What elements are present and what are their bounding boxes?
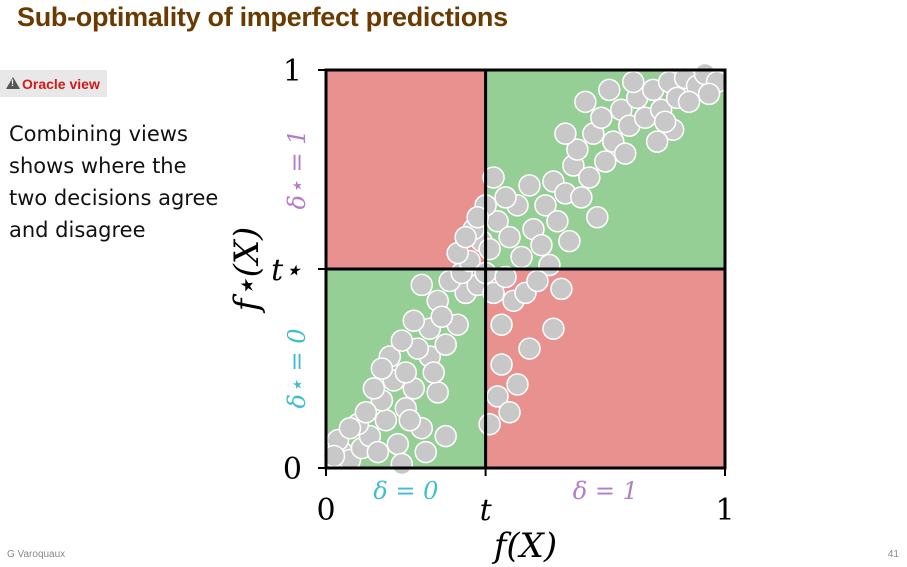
data-point [498, 401, 521, 424]
data-point [546, 209, 569, 233]
x-tick-label: 0 [316, 493, 335, 528]
quadrant-regions [326, 70, 725, 468]
data-point [402, 309, 426, 332]
data-point [414, 440, 437, 464]
slide-title: Sub-optimality of imperfect predictions [17, 2, 508, 32]
data-point [410, 273, 434, 297]
x-tick-label: t [480, 493, 493, 528]
x-tick-label: 1 [715, 493, 734, 528]
oracle-view-label: Oracle view [22, 75, 100, 92]
y-tick-label: 0 [283, 452, 302, 487]
data-point [653, 110, 677, 133]
data-point [354, 401, 378, 424]
data-point [466, 206, 489, 229]
data-point [422, 361, 445, 384]
data-point [518, 174, 541, 197]
data-point [530, 233, 553, 257]
plot-frame [318, 68, 727, 476]
data-point [518, 337, 541, 360]
chart-labels: 0 t 1 0 t⋆ 1 f(X) f⋆(X) δ = 0 δ = 1 δ⋆ = 1 δ⋆ = 0 [227, 54, 735, 566]
data-point [510, 245, 533, 269]
data-point [398, 408, 422, 432]
data-point [598, 78, 621, 102]
warning-icon [6, 76, 20, 89]
delta-star-one-label: δ⋆ = 1 [283, 129, 311, 209]
data-point [578, 166, 601, 189]
data-point [478, 237, 501, 261]
data-point [542, 317, 565, 340]
data-point [390, 452, 414, 476]
data-point [494, 186, 517, 209]
data-point [394, 361, 418, 384]
data-point [390, 329, 414, 352]
data-point [570, 186, 593, 209]
data-point [490, 353, 513, 376]
oracle-view-badge: Oracle view [0, 70, 107, 97]
data-points [322, 62, 729, 476]
data-point [574, 90, 597, 114]
data-point [434, 333, 457, 356]
data-point [586, 206, 609, 229]
data-point [614, 142, 637, 165]
data-point [621, 70, 645, 94]
data-point [434, 424, 457, 448]
data-point [482, 166, 505, 189]
data-point [566, 138, 589, 161]
data-point [558, 229, 581, 253]
data-point [534, 194, 557, 217]
delta-zero-label: δ = 0 [373, 477, 438, 505]
data-point [366, 440, 390, 464]
data-point [426, 381, 449, 404]
data-point [506, 373, 529, 396]
data-point [697, 82, 721, 106]
data-point [550, 277, 573, 301]
author-footer: G Varoquaux [7, 549, 66, 560]
data-point [526, 269, 549, 293]
data-point [494, 265, 517, 289]
slide-caption: Combining views shows where the two deci… [9, 122, 219, 242]
x-axis-label: f(X) [491, 526, 557, 566]
data-point [338, 416, 362, 440]
data-point [594, 150, 617, 173]
data-point [386, 432, 410, 456]
data-point [478, 412, 501, 436]
y-tick-label: 1 [283, 54, 302, 89]
delta-one-label: δ = 1 [573, 477, 638, 505]
page-number: 41 [887, 549, 899, 560]
data-point [362, 377, 386, 400]
data-point [498, 225, 521, 249]
data-point [370, 357, 394, 380]
data-point [454, 225, 477, 249]
data-point [554, 122, 577, 145]
data-point [430, 305, 453, 329]
data-point [374, 408, 398, 432]
delta-star-zero-label: δ⋆ = 0 [283, 328, 311, 408]
y-tick-label: t⋆ [271, 253, 302, 288]
y-axis-label: f⋆(X) [227, 227, 267, 315]
data-point [482, 281, 505, 305]
data-point [590, 106, 613, 130]
data-point [490, 313, 513, 336]
data-point [677, 90, 701, 114]
data-point [645, 130, 669, 153]
